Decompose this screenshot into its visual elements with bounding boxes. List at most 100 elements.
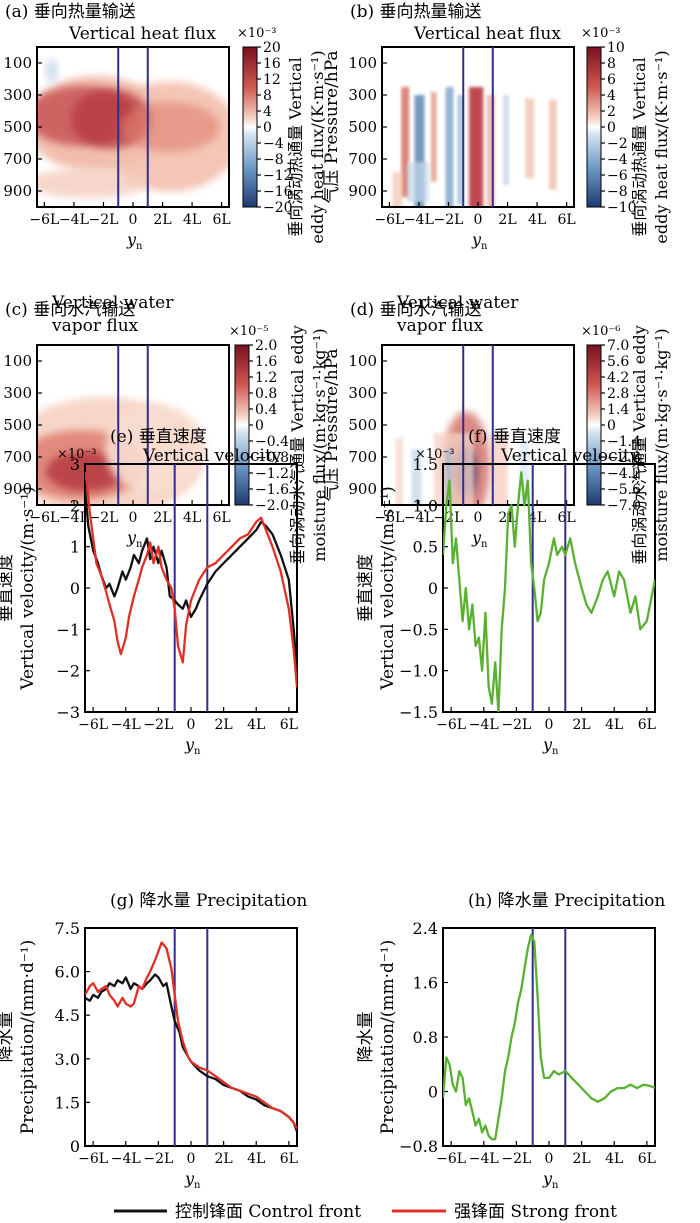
x-tick-label: −2L (501, 717, 531, 733)
panel-title-en: Vertical water (396, 293, 519, 313)
colorbar-tick-label: −4 (263, 136, 284, 152)
colorbar-tick-label: −1.4 (607, 434, 641, 450)
y-tick-label: 300 (348, 86, 377, 104)
colorbar-tick-label: −8 (263, 152, 284, 168)
y-axis-label: 垂直速度 Vertical velocity/(m·s⁻¹) (356, 486, 398, 690)
colorbar-tick-label: −2.8 (607, 450, 641, 466)
x-axis-label: yn (184, 735, 201, 757)
x-tick-label: −6L (436, 717, 466, 733)
colorbar-label: 垂向涡动热通量 Vertical eddy heat flux/(K·m·s⁻¹) (630, 50, 671, 243)
plot-frame (84, 927, 298, 1147)
colorbar (586, 344, 602, 506)
colorbar-tick-label: 0 (607, 120, 616, 136)
x-tick-label: 6L (638, 1151, 656, 1167)
contour-fill (519, 441, 530, 505)
colorbar-tick-label: 1.4 (607, 402, 629, 418)
colorbar-tick-label: −12 (263, 168, 293, 184)
y-tick-label: 1 (70, 538, 80, 557)
colorbar-tick-label: 4.2 (607, 370, 629, 386)
x-tick-label: 2L (215, 1151, 233, 1167)
heatmap-field-d (382, 345, 574, 505)
y-tick-label: −2 (56, 662, 80, 681)
panel-title-zh: (c) 垂向水汽输送 (5, 300, 135, 320)
y-tick-label: 0.8 (413, 1028, 438, 1047)
svg-text:降水量: 降水量 (356, 1012, 376, 1063)
panel-title-zh: (b) 垂向热量输送 (350, 2, 482, 22)
y-tick-label: 0 (428, 579, 438, 598)
colorbar-tick-label: 0 (607, 418, 616, 434)
y-tick-label: 500 (348, 118, 377, 136)
colorbar-tick-label: 2 (607, 104, 616, 120)
contour-fill (414, 95, 425, 207)
y-exponent: ×10⁻³ (415, 447, 455, 462)
heatmap-field-a (37, 47, 229, 207)
svg-text:moisture flux/(m·kg·s⁻¹·kg⁻¹): moisture flux/(m·kg·s⁻¹·kg⁻¹) (310, 328, 329, 561)
legend: 控制锋面 Control front 强锋面 Strong front (114, 1202, 617, 1222)
x-axis-label: yn (126, 528, 143, 550)
y-tick-label: 700 (3, 150, 32, 168)
y-axis-label: 气压 Pressure/hPa (322, 348, 342, 501)
x-tick-label: 4L (247, 1151, 265, 1167)
colorbar-tick-label: 8 (263, 88, 272, 104)
colorbar-tick-label: −0.4 (255, 434, 289, 450)
y-tick-label: −0.5 (399, 620, 438, 639)
panel-title: (g) 降水量 Precipitation (110, 891, 307, 911)
svg-text:Vertical velocity/(m·s⁻¹): Vertical velocity/(m·s⁻¹) (18, 486, 38, 690)
contour-fill (486, 95, 495, 207)
panel-title-en: Vertical heat flux (413, 24, 561, 44)
x-tick-label: 0 (187, 1151, 196, 1167)
y-tick-label: 2.4 (413, 919, 438, 938)
y-tick-label: 100 (3, 54, 32, 72)
panel-title-zh: (d) 垂向水汽输送 (350, 300, 482, 320)
colorbar (234, 344, 250, 506)
x-axis-label: yn (542, 735, 559, 757)
colorbar-tick-label: 2.8 (607, 386, 629, 402)
y-tick-label: 100 (348, 54, 377, 72)
x-tick-label: 4L (247, 717, 265, 733)
x-tick-label: 4L (183, 510, 201, 526)
contour-fill (411, 449, 422, 505)
colorbar-exponent: ×10⁻⁵ (229, 324, 269, 339)
colorbar-tick-label: 6 (607, 72, 616, 88)
heatmap-field-b (382, 47, 574, 207)
x-tick-label: −6L (374, 510, 404, 526)
colorbar-tick-label: 4 (607, 88, 616, 104)
x-tick-label: −6L (29, 212, 59, 228)
x-tick-label: −4L (111, 1151, 141, 1167)
x-tick-label: −2L (143, 717, 173, 733)
contour-fill (45, 59, 58, 83)
x-tick-label: −4L (59, 510, 89, 526)
panel-title-en-2: vapor flux (51, 316, 139, 336)
contour-fill (37, 168, 149, 198)
x-tick-label: 2L (153, 212, 171, 228)
colorbar-tick-label: 4 (263, 104, 272, 120)
y-axis-label: 降水量 Precipitation/(mm·d⁻¹) (0, 940, 38, 1135)
x-tick-label: −2L (433, 212, 463, 228)
contour-fill (548, 99, 557, 190)
x-tick-label: −6L (374, 212, 404, 228)
contour-fill (445, 449, 452, 505)
colorbar-tick-label: 0 (263, 120, 272, 136)
y-tick-label: 900 (348, 182, 377, 200)
y-tick-label: 500 (3, 118, 32, 136)
y-tick-label: 0 (70, 1137, 80, 1156)
y-tick-label: 3 (70, 455, 80, 474)
y-tick-label: 700 (348, 150, 377, 168)
svg-text:垂向涡动热通量 Vertical: 垂向涡动热通量 Vertical (286, 57, 305, 236)
colorbar-tick-label: 0.8 (255, 386, 277, 402)
x-tick-label: 4L (528, 212, 546, 228)
colorbar-tick-label: −2.0 (255, 498, 289, 514)
y-axis-label: 降水量 Precipitation/(mm·d⁻¹) (356, 940, 398, 1135)
y-tick-label: 900 (3, 182, 32, 200)
x-tick-label: −6L (29, 510, 59, 526)
y-axis-label: 垂直速度 Vertical velocity/(m·s⁻¹) (0, 486, 38, 690)
colorbar-tick-label: −20 (263, 200, 293, 216)
colorbar-tick-label: −5.6 (607, 482, 641, 498)
x-tick-label: 4L (183, 212, 201, 228)
x-tick-label: 6L (280, 717, 298, 733)
x-tick-label: −2L (143, 1151, 173, 1167)
panel-title-en: Vertical velocity (500, 446, 640, 466)
colorbar-tick-label: −16 (263, 184, 293, 200)
x-tick-label: −2L (501, 1151, 531, 1167)
colorbar-tick-label: −0.8 (255, 450, 289, 466)
